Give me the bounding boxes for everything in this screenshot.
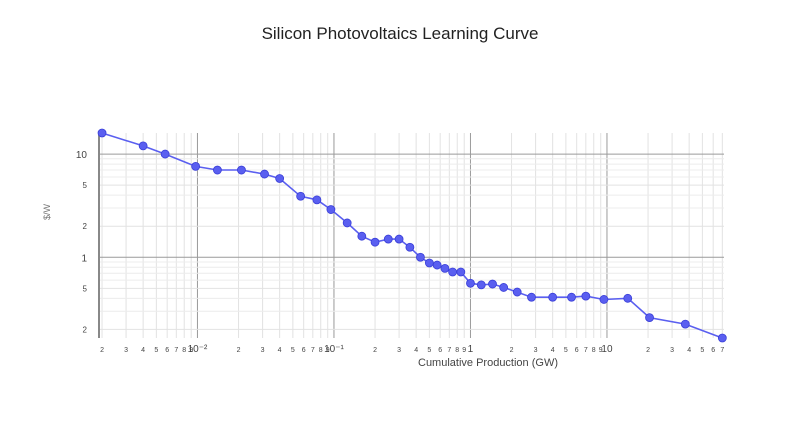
data-point [527,292,536,302]
data-point [160,149,170,159]
data-point [645,313,654,323]
data-point [432,260,442,270]
data-point [466,278,475,288]
x-tick-label: 10⁻² [188,344,208,355]
data-point [275,174,285,183]
x-tick-label: 6 [302,347,306,354]
data-point [476,280,486,290]
data-point [623,293,633,303]
x-tick-label: 8 [319,347,323,354]
x-tick-label: 6 [165,347,169,354]
data-point [448,267,458,277]
series-layer [97,128,727,343]
x-tick-label: 3 [397,347,401,354]
x-tick-label: 2 [646,347,650,354]
data-point [237,165,246,175]
x-tick-label: 10⁻¹ [324,344,344,355]
x-tick-label: 2 [100,347,104,354]
data-point [383,234,393,244]
x-tick-label: 7 [584,347,588,354]
x-tick-label: 6 [438,347,442,354]
data-point [97,128,107,138]
data-point [424,258,434,268]
label-layer: 2 3 4 5 6 7 8 910⁻² 2 3 4 5 6 7 8 910⁻¹ 2 3 4 5 6 7 8 9 1 2 3 4 5 6 7 8… [76,150,725,355]
x-tick-label: 5 [291,347,295,354]
data-point [416,252,425,262]
data-point [213,165,222,175]
data-point [512,287,522,297]
x-tick-label: 4 [141,347,145,354]
data-point [342,218,352,228]
data-point [312,195,322,205]
chart-title: Silicon Photovoltaics Learning Curve [261,24,539,43]
x-tick-label: 5 [427,347,431,354]
y-tick-label: 1 [81,253,87,264]
x-tick-label: 2 [237,347,241,354]
x-tick-label: 8 [592,347,596,354]
data-point [488,279,497,289]
x-tick-label: 3 [124,347,128,354]
x-tick-label: 7 [311,347,315,354]
data-point [499,283,509,292]
data-point [357,231,367,241]
data-point [405,242,415,252]
y-tick-label: 5 [83,181,88,190]
x-tick-label: 4 [687,347,691,354]
x-tick-label: 2 [373,347,377,354]
y-tick-label: 10 [76,150,88,161]
x-tick-label: 3 [261,347,265,354]
x-tick-label: 5 [564,347,568,354]
x-axis-label: Cumulative Production (GW) [418,357,558,369]
data-point [548,292,558,302]
data-point [567,292,576,302]
x-tick-label: 3 [534,347,538,354]
y-tick-label: 5 [83,284,88,293]
data-point [138,141,148,151]
x-tick-label: 7 [447,347,451,354]
data-point [599,295,609,304]
x-tick-label: 8 [182,347,186,354]
x-tick-label: 7 [174,347,178,354]
x-tick-label: 9 [462,347,466,354]
data-point [717,333,727,343]
x-tick-label: 4 [414,347,418,354]
data-point [326,205,336,214]
y-axis-label: $/W [42,204,52,221]
grid-layer [99,133,724,338]
data-point [440,263,450,273]
x-tick-label: 4 [278,347,282,354]
x-tick-label: 6 [575,347,579,354]
x-tick-label: 3 [670,347,674,354]
x-tick-label: 9 [599,347,603,354]
data-point [456,267,466,277]
data-point [260,169,269,179]
x-tick-label: 8 [455,347,459,354]
x-tick-label: 7 [720,347,724,354]
data-point [370,237,380,247]
x-tick-label: 6 [711,347,715,354]
x-tick-label: 5 [154,347,158,354]
data-point [394,234,404,244]
x-tick-label: 10 [601,344,613,355]
x-tick-label: 4 [551,347,555,354]
x-tick-label: 2 [510,347,514,354]
x-tick-label: 5 [700,347,704,354]
y-tick-label: 2 [83,222,88,231]
data-point [680,319,690,329]
data-point [191,161,201,171]
data-point [296,191,306,201]
data-point [581,291,591,301]
x-tick-label: 9 [189,347,193,354]
x-tick-label: 1 [468,344,474,355]
y-tick-label: 2 [83,325,88,334]
x-tick-label: 9 [326,347,330,354]
